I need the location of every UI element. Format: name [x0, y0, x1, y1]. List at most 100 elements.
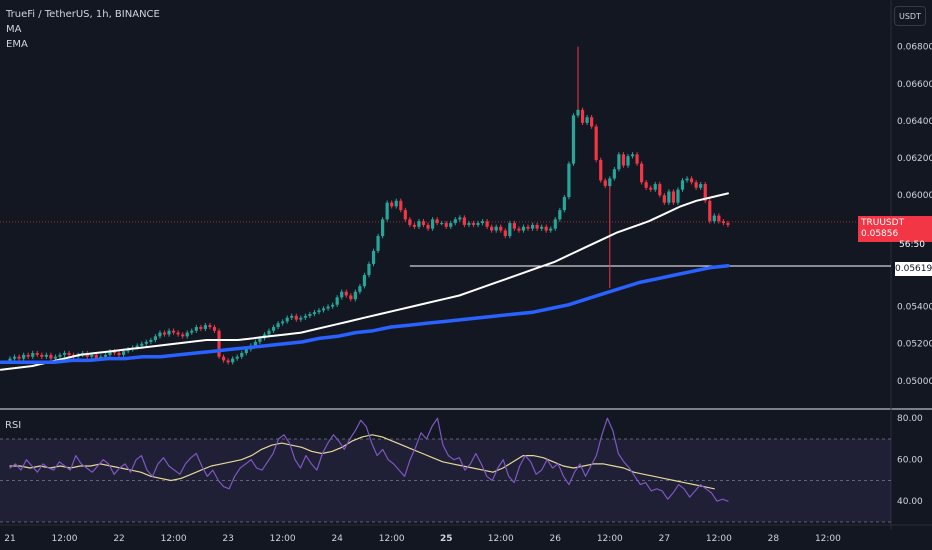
- candle-body: [221, 356, 226, 361]
- candle-body: [90, 354, 94, 357]
- candle-body: [712, 215, 716, 222]
- symbol-title[interactable]: TrueFi / TetherUS, 1h, BINANCE: [6, 9, 160, 20]
- candle-body: [149, 340, 153, 342]
- candle-body: [371, 250, 376, 264]
- candle-body: [421, 221, 426, 225]
- candle-body: [94, 354, 98, 359]
- time-axis-tick-label: 12:00: [379, 534, 405, 544]
- candle-body: [126, 349, 130, 352]
- candle-body: [181, 334, 185, 337]
- ema-indicator-label[interactable]: EMA: [6, 39, 28, 50]
- candle-body: [344, 291, 348, 296]
- candle-body: [558, 210, 562, 220]
- candle-body: [694, 182, 698, 188]
- candle-body: [440, 223, 444, 225]
- candle-body: [417, 221, 421, 227]
- candle-body: [490, 226, 494, 231]
- time-axis-tick-label: 26: [550, 534, 562, 544]
- candle-body: [512, 223, 516, 229]
- candle-body: [585, 117, 589, 123]
- candle-body: [494, 226, 498, 231]
- candle-body: [26, 354, 30, 357]
- time-axis-tick-label: 22: [113, 534, 124, 544]
- candle-body: [321, 308, 326, 311]
- candle-body: [62, 353, 67, 355]
- ema-line: [0, 264, 730, 365]
- price-axis-tick-label: 0.06000: [897, 191, 932, 201]
- candle-body: [122, 351, 126, 355]
- last-price-tag: TRUUSDT0.05856 56:50: [858, 216, 932, 250]
- candle-body: [158, 332, 162, 337]
- candle-body: [267, 330, 271, 335]
- candle-body: [617, 154, 621, 170]
- candle-body: [503, 230, 507, 237]
- candle-body: [299, 317, 303, 320]
- candle-body: [108, 351, 112, 355]
- price-axis-tick-label: 0.06200: [897, 154, 932, 164]
- candle-body: [31, 353, 35, 357]
- candle-body: [399, 200, 403, 211]
- time-axis-tick-label: 23: [222, 534, 233, 544]
- candle-body: [608, 178, 612, 186]
- candle-body: [576, 109, 580, 116]
- candle-body: [190, 330, 194, 333]
- candle-body: [226, 360, 230, 363]
- rsi-axis-tick-label: 80.00: [897, 414, 923, 424]
- candle-body: [53, 356, 58, 359]
- rsi-indicator-label[interactable]: RSI: [5, 420, 22, 431]
- candle-body: [194, 327, 198, 331]
- candle-body: [462, 217, 466, 225]
- candle-body: [208, 325, 212, 328]
- candle-body: [35, 353, 39, 355]
- ma-line: [0, 192, 729, 371]
- time-axis-tick-label: 28: [768, 534, 780, 544]
- candle-body: [471, 223, 476, 225]
- candle-body: [140, 343, 144, 346]
- candle-body: [303, 315, 307, 318]
- candle-body: [430, 219, 435, 229]
- candle-body: [285, 317, 289, 322]
- candle-body: [530, 224, 535, 229]
- candle-body: [517, 228, 521, 231]
- candle-body: [412, 224, 417, 227]
- candle-body: [485, 221, 489, 227]
- candle-body: [8, 358, 12, 361]
- time-axis-tick-label: 21: [4, 534, 15, 544]
- horizontal-line-price-tag[interactable]: 0.05619: [895, 262, 932, 276]
- candle-body: [385, 202, 389, 220]
- currency-button[interactable]: USDT: [894, 6, 926, 26]
- price-axis-tick-label: 0.06600: [897, 80, 932, 90]
- time-axis-tick-label: 12:00: [161, 534, 187, 544]
- candle-body: [721, 221, 726, 224]
- candle-body: [676, 189, 680, 203]
- candle-body: [253, 341, 257, 346]
- candle-body: [381, 219, 385, 237]
- chart-legend: TrueFi / TetherUS, 1h, BINANCE MA EMA: [6, 7, 160, 52]
- candle-body: [449, 223, 453, 227]
- candle-body: [458, 217, 462, 220]
- candle-body: [276, 323, 280, 328]
- candle-body: [394, 200, 398, 207]
- time-axis-tick-label: 25: [440, 534, 453, 544]
- candle-body: [626, 156, 630, 166]
- ma-indicator-label[interactable]: MA: [6, 24, 22, 35]
- candle-body: [621, 154, 626, 166]
- candle-body: [176, 332, 180, 335]
- candle-body: [258, 338, 262, 342]
- candle-body: [699, 184, 703, 188]
- candle-body: [671, 191, 676, 203]
- candle-body: [340, 291, 344, 298]
- candle-body: [544, 226, 548, 231]
- candle-body: [17, 356, 21, 359]
- candle-body: [717, 215, 721, 222]
- candle-body: [353, 291, 357, 300]
- candle-body: [167, 330, 171, 335]
- price-axis-tick-label: 0.05200: [897, 340, 932, 350]
- candle-body: [667, 191, 671, 203]
- rsi-axis-tick-label: 60.00: [897, 456, 923, 466]
- candle-body: [630, 154, 635, 157]
- time-axis-tick-label: 12:00: [706, 534, 732, 544]
- candle-body: [312, 312, 317, 315]
- candle-body: [703, 184, 707, 201]
